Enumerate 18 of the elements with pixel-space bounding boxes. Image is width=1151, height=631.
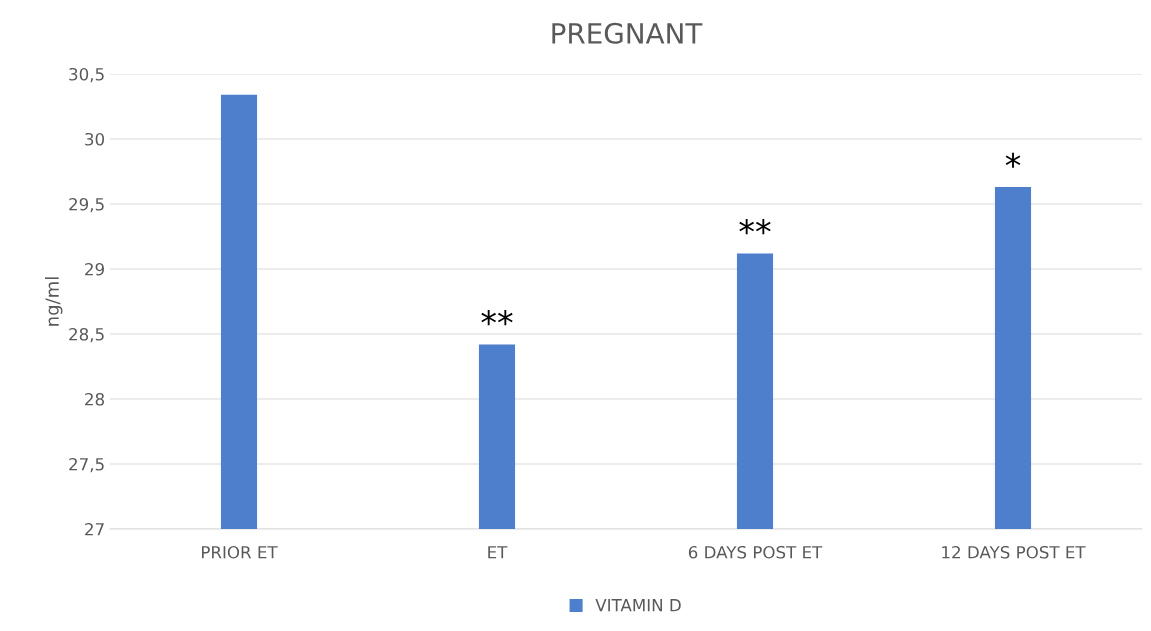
legend-label: VITAMIN D [595,599,681,612]
annotation: ** [481,309,513,326]
x-tick-label: ET [488,546,508,559]
y-tick-label: 29,5 [69,197,104,213]
chart-title: PREGNANT [552,22,703,44]
annotation: ** [739,218,771,235]
y-tick-label: 30,5 [69,67,104,83]
x-tick-label: 12 DAYS POST ET [942,545,1086,559]
x-tick-label: PRIOR ET [202,545,278,559]
y-axis-title: ng/ml [45,277,63,326]
y-tick-label: 29 [85,262,104,276]
y-tick-label: 30 [85,132,105,146]
y-tick-label: 27 [85,522,104,536]
y-tick-label: 28 [85,392,104,406]
annotation: * [1005,152,1021,168]
y-tick-label: 27,5 [69,457,104,473]
x-tick-label: 6 DAYS POST ET [688,545,823,559]
y-tick-label: 28,5 [69,327,104,343]
